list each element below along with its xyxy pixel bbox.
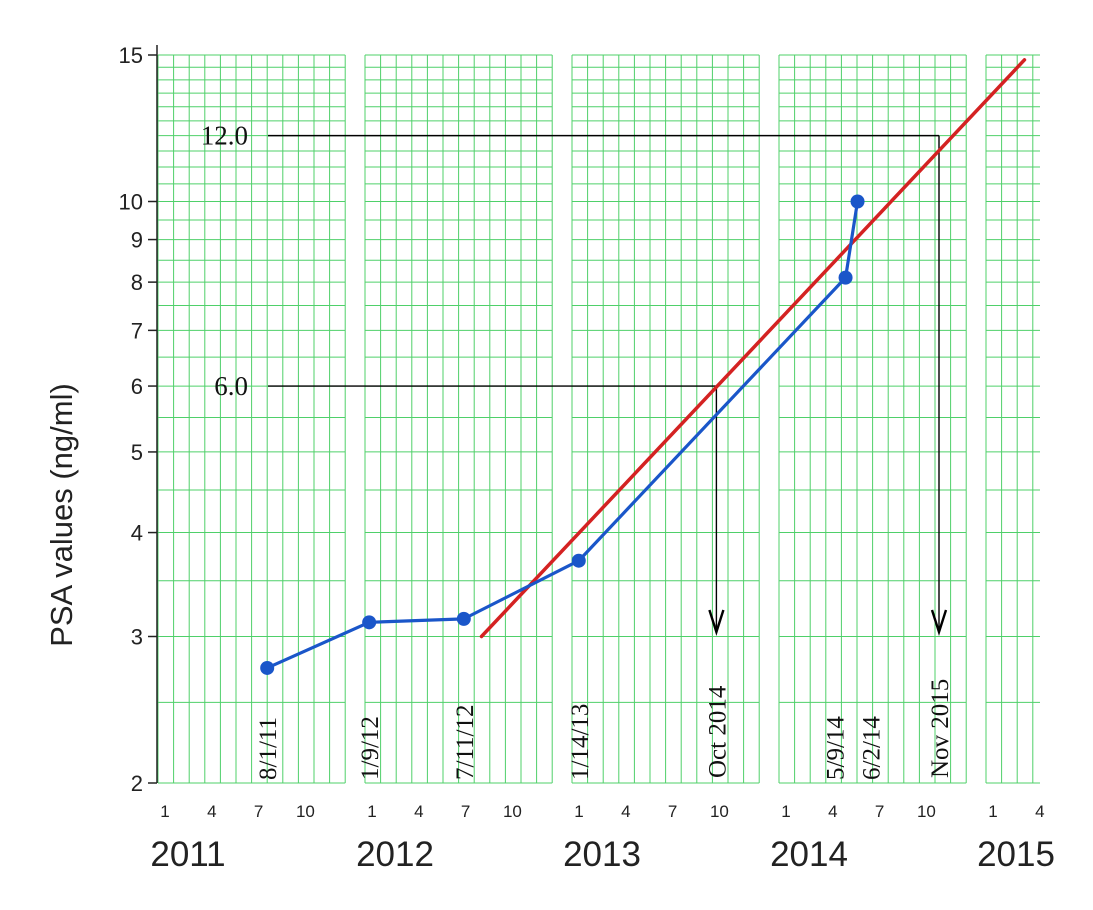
data-point-date-label: 6/2/14 <box>859 716 886 780</box>
x-month-tick-label: 1 <box>367 802 376 821</box>
x-month-tick-label: 1 <box>781 802 790 821</box>
x-month-tick-label: 4 <box>414 802 423 821</box>
annotation-date-label: Oct 2014 <box>704 685 731 778</box>
x-month-tick-label: 10 <box>503 802 522 821</box>
x-month-tick-label: 10 <box>296 802 315 821</box>
x-month-tick-label: 7 <box>875 802 884 821</box>
y-tick-label: 2 <box>131 771 143 796</box>
data-point-date-label: 7/11/12 <box>452 705 479 780</box>
guide-arrowhead <box>930 609 948 636</box>
measured-line <box>266 201 860 670</box>
x-month-tick-label: 10 <box>917 802 936 821</box>
label-layer: 6.0 Oct 2014 12.0 Nov 2015 8/1/11 1/9/12 7/11/… <box>201 121 954 780</box>
x-year-label: 2012 <box>356 835 434 874</box>
x-month-tick-label: 10 <box>710 802 729 821</box>
x-year-label: 2014 <box>770 835 848 874</box>
data-point <box>571 553 586 568</box>
annotation-guides <box>268 134 948 636</box>
data-point <box>850 194 865 209</box>
x-month-tick-label: 7 <box>461 802 470 821</box>
y-tick-label: 10 <box>119 189 143 214</box>
trend-line <box>479 58 1027 639</box>
data-point-date-label: 5/9/14 <box>823 716 850 780</box>
guide-arrowhead <box>708 609 725 636</box>
data-point-date-label: 8/1/11 <box>255 717 282 780</box>
series-layer <box>260 58 1027 675</box>
y-tick-label: 3 <box>131 625 143 650</box>
y-tick-label: 15 <box>119 43 143 68</box>
x-month-tick-label: 1 <box>988 802 997 821</box>
y-tick-label: 4 <box>131 521 143 546</box>
x-month-tick-label: 7 <box>668 802 677 821</box>
x-month-tick-label: 1 <box>574 802 583 821</box>
x-year-label: 2013 <box>563 835 641 874</box>
x-year-label: 2015 <box>977 835 1055 874</box>
data-point <box>260 660 275 675</box>
y-tick-label: 6 <box>131 374 143 399</box>
y-tick-label: 7 <box>131 318 143 343</box>
y-tick-label: 8 <box>131 270 143 295</box>
annotation-value-label: 12.0 <box>201 121 248 151</box>
annotation-date-label: Nov 2015 <box>927 679 954 778</box>
y-axis-label: PSA values (ng/ml) <box>44 383 79 647</box>
data-point-date-label: 1/9/12 <box>357 716 384 780</box>
x-month-tick-label: 4 <box>1035 802 1044 821</box>
x-month-tick-label: 4 <box>621 802 630 821</box>
data-point <box>838 270 853 285</box>
x-month-tick-label: 4 <box>207 802 216 821</box>
x-year-label: 2011 <box>150 835 225 874</box>
data-point <box>456 611 471 626</box>
y-tick-label: 5 <box>131 440 143 465</box>
data-point-date-label: 1/14/13 <box>567 704 594 780</box>
annotation-value-label: 6.0 <box>214 371 248 401</box>
chart-grid <box>157 54 1040 784</box>
y-tick-label: 9 <box>131 228 143 253</box>
data-point <box>362 615 377 630</box>
chart-axes: 2 3 4 5 6 7 8 9 10 15 1 4 7 10 1 4 7 10 1 4 7 10 1 4 7 10 1 4 2011 20… <box>119 43 1055 874</box>
x-month-tick-label: 4 <box>828 802 837 821</box>
x-month-tick-label: 7 <box>254 802 263 821</box>
x-month-tick-label: 1 <box>160 802 169 821</box>
